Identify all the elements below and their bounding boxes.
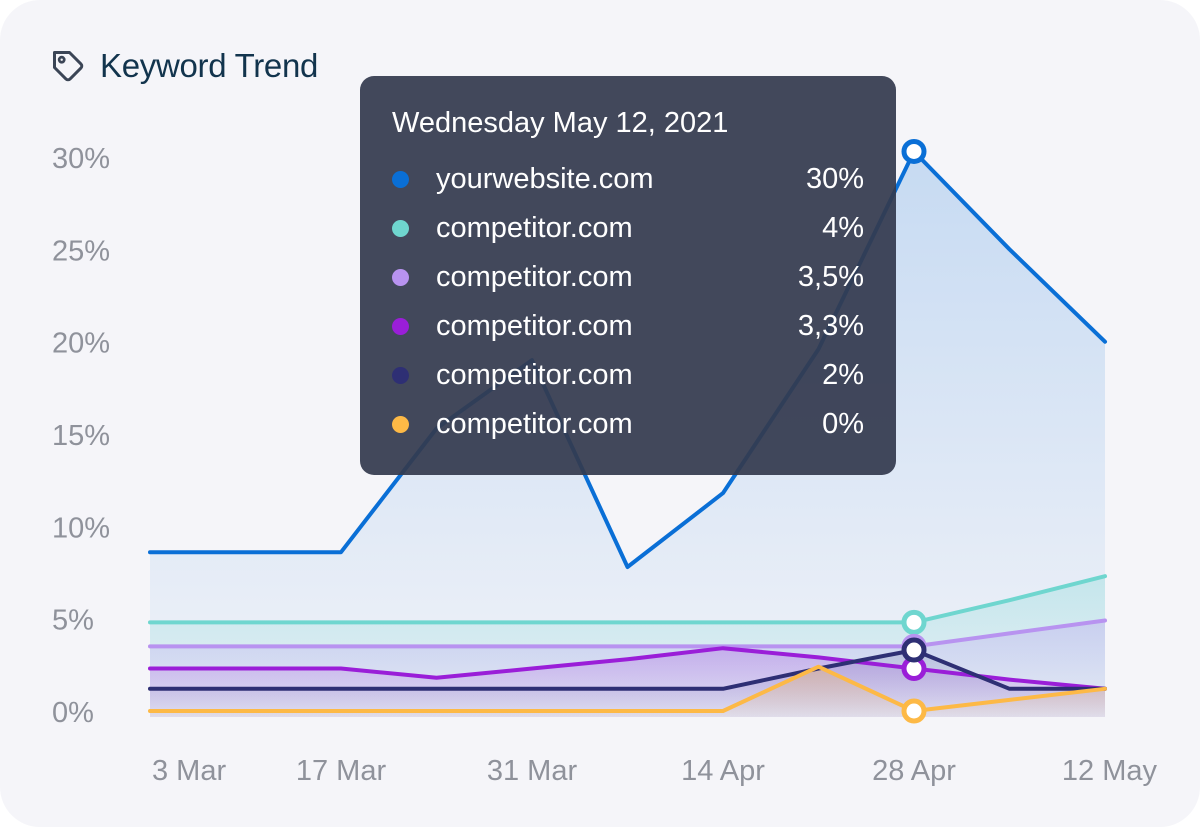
tooltip-row: competitor.com 4% — [392, 204, 864, 253]
data-point-marker[interactable] — [901, 609, 927, 635]
chart-tooltip: Wednesday May 12, 2021 yourwebsite.com 3… — [360, 76, 896, 475]
y-tick-label: 5% — [52, 605, 94, 637]
x-tick-label: 17 Mar — [296, 755, 387, 787]
tooltip-series-value: 30% — [805, 163, 864, 195]
tooltip-series-name: yourwebsite.com — [436, 163, 654, 195]
tooltip-row: competitor.com 3,5% — [392, 253, 864, 302]
series-area — [150, 666, 1105, 717]
tooltip-series-value: 4% — [822, 212, 864, 244]
legend-dot — [392, 269, 409, 286]
tooltip-row: competitor.com 0% — [392, 400, 864, 449]
series-line[interactable] — [148, 648, 1107, 691]
tooltip-series-value: 2% — [822, 359, 864, 391]
data-point-marker[interactable] — [901, 698, 927, 724]
tooltip-series-value: 0% — [822, 408, 864, 440]
tooltip-series-name: competitor.com — [436, 310, 633, 342]
y-tick-label: 0% — [52, 697, 94, 729]
tooltip-series-value: 3,3% — [797, 310, 864, 342]
tooltip-row: competitor.com 2% — [392, 351, 864, 400]
legend-dot — [392, 318, 409, 335]
chart-title: Keyword Trend — [100, 47, 319, 84]
y-tick-label: 15% — [52, 420, 110, 452]
tooltip-row: yourwebsite.com 30% — [392, 155, 864, 204]
x-tick-label: 31 Mar — [487, 755, 578, 787]
series-line[interactable] — [148, 646, 1107, 691]
y-tick-label: 10% — [52, 512, 110, 544]
series-line[interactable] — [148, 618, 1107, 649]
x-tick-label: 14 Apr — [681, 755, 765, 787]
x-tick-label: 12 May — [1062, 755, 1158, 787]
legend-dot — [392, 220, 409, 237]
chart-header: Keyword Trend — [50, 44, 318, 88]
x-tick-label: 28 Apr — [872, 755, 956, 787]
data-point-marker[interactable] — [901, 637, 927, 663]
legend-dot — [392, 416, 409, 433]
tag-icon — [53, 51, 84, 82]
legend-dot — [392, 367, 409, 384]
tooltip-row: competitor.com 3,3% — [392, 302, 864, 351]
tooltip-series-name: competitor.com — [436, 212, 633, 244]
y-tick-label: 25% — [52, 235, 110, 267]
legend-dot — [392, 171, 409, 188]
y-tick-label: 20% — [52, 328, 110, 360]
tooltip-date: Wednesday May 12, 2021 — [392, 107, 729, 139]
tooltip-series-value: 3,5% — [797, 261, 864, 293]
series-line[interactable] — [148, 664, 1107, 713]
tooltip-series-name: competitor.com — [436, 408, 633, 440]
series-line[interactable] — [148, 149, 1107, 569]
data-point-marker[interactable] — [901, 138, 927, 164]
tooltip-series-name: competitor.com — [436, 261, 633, 293]
series-line[interactable] — [148, 574, 1107, 625]
x-tick-label: 3 Mar — [152, 755, 226, 787]
y-tick-label: 30% — [52, 143, 110, 175]
tooltip-series-name: competitor.com — [436, 359, 633, 391]
